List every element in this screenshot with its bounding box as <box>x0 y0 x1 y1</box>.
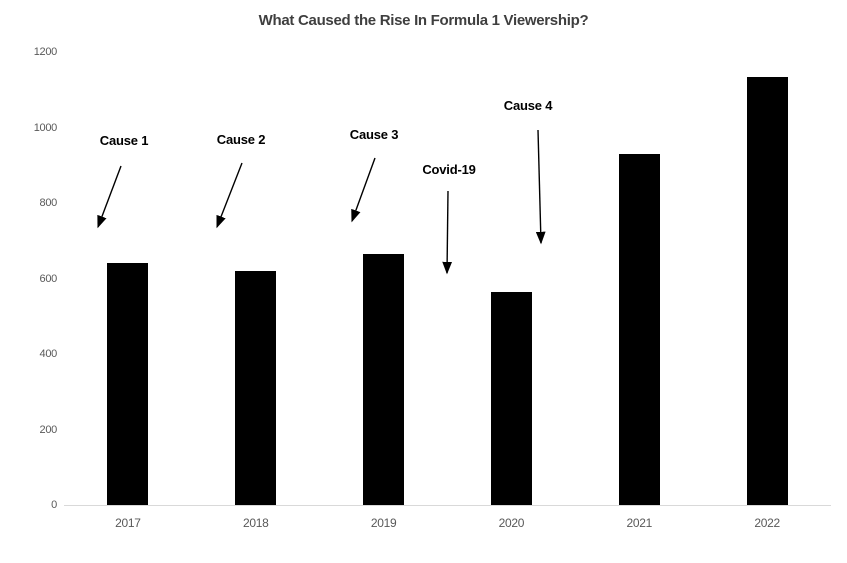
y-tick-label: 600 <box>39 272 58 285</box>
y-tick-label: 1200 <box>33 46 58 58</box>
y-tick-label: 400 <box>39 348 58 360</box>
annotation-label: Cause 4 <box>503 98 553 113</box>
x-axis-label-2017: 2017 <box>115 516 141 530</box>
annotation-label: Cause 3 <box>349 127 399 142</box>
chart-title: What Caused the Rise In Formula 1 Viewer… <box>258 12 589 29</box>
annotation-label: Covid-19 <box>422 162 476 177</box>
x-axis-label-2019: 2019 <box>370 516 397 530</box>
x-axis-label-2022: 2022 <box>754 516 780 530</box>
bar-2017 <box>107 263 149 505</box>
annotation-arrow <box>97 165 122 229</box>
annotation-arrow <box>351 157 376 223</box>
y-tick-label: 200 <box>39 423 58 436</box>
bar-2019 <box>363 253 405 505</box>
bar-2020 <box>490 291 532 505</box>
y-tick-label: 1000 <box>33 121 58 134</box>
x-axis-line <box>64 505 831 506</box>
annotation-label: Cause 2 <box>216 132 266 147</box>
x-axis-label-2021: 2021 <box>626 516 653 530</box>
annotation-arrow <box>216 162 243 229</box>
annotation-label: Cause 1 <box>99 133 149 148</box>
bar-2021 <box>618 153 660 505</box>
x-axis-label-2018: 2018 <box>243 516 269 530</box>
y-tick-label: 0 <box>51 499 57 511</box>
bar-2022 <box>746 76 788 505</box>
annotation-arrow <box>535 129 546 245</box>
annotation-arrow <box>442 190 453 275</box>
x-axis-label-2020: 2020 <box>498 516 525 530</box>
y-tick-label: 800 <box>39 197 58 209</box>
bar-2018 <box>235 270 277 505</box>
